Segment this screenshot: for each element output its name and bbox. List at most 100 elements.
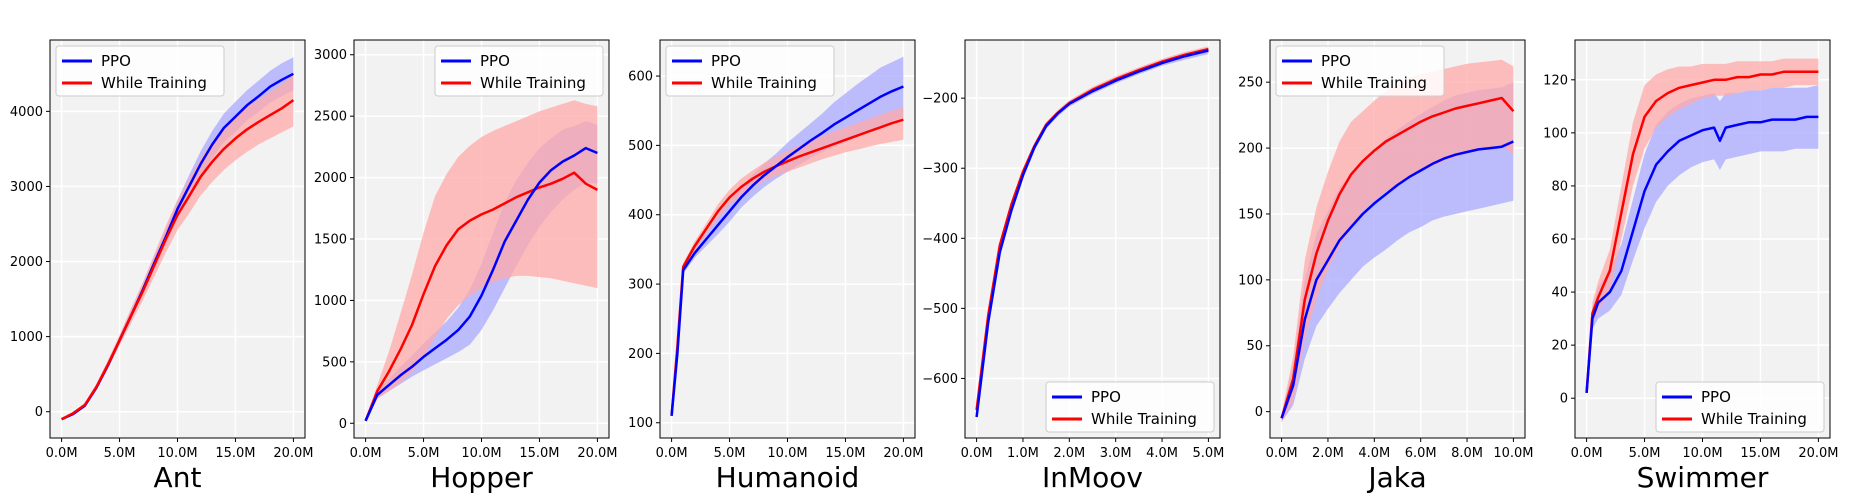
- panel-title: Ant: [154, 461, 202, 494]
- band-ppo: [1281, 82, 1514, 423]
- panel-inmoov: 0.0M 1.0M 2.0M 3.0M 4.0M 5.0M −600 −500 −400 −300…: [922, 39, 1224, 494]
- line-ppo: [1585, 115, 1819, 393]
- x-tick-label: 10.0M: [767, 446, 807, 461]
- legend: PPO While Training: [1655, 381, 1825, 433]
- legend-label-while_training: While Training: [101, 74, 207, 92]
- y-tick-label: 50: [1246, 339, 1263, 354]
- x-tick-label: 10.0M: [1493, 446, 1533, 461]
- y-tick-label: 60: [1551, 233, 1568, 248]
- x-tick-label: 10.0M: [1682, 446, 1722, 461]
- y-tick-label: 40: [1551, 286, 1568, 301]
- x-tick-label: 20.0M: [1798, 446, 1838, 461]
- legend-label-while_training: While Training: [1091, 410, 1197, 428]
- legend: PPO While Training: [55, 45, 225, 97]
- y-tick-label: 0: [35, 405, 43, 420]
- panel-title: Humanoid: [716, 461, 860, 494]
- x-tick-label: 20.0M: [883, 446, 923, 461]
- y-tick-label: 2000: [314, 171, 347, 186]
- legend-box: [665, 45, 835, 97]
- x-tick-label: 20.0M: [577, 446, 617, 461]
- x-tick-label: 15.0M: [215, 446, 255, 461]
- x-tick-label: 15.0M: [825, 446, 865, 461]
- panel-title: Hopper: [430, 461, 533, 494]
- line-ppo: [364, 146, 598, 422]
- legend-label-while_training: While Training: [480, 74, 586, 92]
- legend-box: [55, 45, 225, 97]
- y-tick-label: 150: [1238, 207, 1263, 222]
- y-tick-label: 120: [1543, 73, 1568, 88]
- y-tick-label: 250: [1238, 76, 1263, 91]
- band-while_training: [365, 100, 598, 421]
- legend-label-ppo: PPO: [1321, 52, 1351, 70]
- y-tick-label: 1500: [314, 233, 347, 248]
- x-tick-label: 3.0M: [1100, 446, 1132, 461]
- legend-label-ppo: PPO: [480, 52, 510, 70]
- panel-swimmer: 0.0M 5.0M 10.0M 15.0M 20.0M 0 20 40 60 80 100 120 Sw…: [1543, 39, 1838, 494]
- y-tick-label: −500: [922, 302, 958, 317]
- axes-frame: [964, 39, 1221, 439]
- panel-title: Swimmer: [1637, 461, 1769, 494]
- y-tick-label: 300: [628, 278, 653, 293]
- x-tick-label: 2.0M: [1053, 446, 1085, 461]
- y-tick-label: 100: [1238, 273, 1263, 288]
- x-tick-label: 15.0M: [519, 446, 559, 461]
- y-tick-label: −600: [922, 372, 958, 387]
- x-tick-label: 4.0M: [1146, 446, 1178, 461]
- panel-hopper: 0.0M 5.0M 10.0M 15.0M 20.0M 0 500 1000 1500 2000 2…: [314, 39, 617, 494]
- y-tick-label: 3000: [314, 48, 347, 63]
- legend-box: [434, 45, 604, 97]
- legend-box: [1045, 381, 1215, 433]
- x-tick-label: 10.0M: [461, 446, 501, 461]
- y-tick-label: 600: [628, 70, 653, 85]
- legend: PPO While Training: [434, 45, 604, 97]
- line-ppo: [975, 49, 1209, 418]
- y-tick-label: 100: [628, 416, 653, 431]
- y-tick-label: 1000: [314, 294, 347, 309]
- y-tick-label: 0: [1255, 405, 1263, 420]
- x-tick-label: 5.0M: [104, 446, 136, 461]
- panel-title: Jaka: [1366, 461, 1426, 494]
- x-tick-label: 0.0M: [1266, 446, 1298, 461]
- legend-label-while_training: While Training: [711, 74, 817, 92]
- x-tick-label: 8.0M: [1451, 446, 1483, 461]
- y-tick-label: 200: [1238, 142, 1263, 157]
- panel-ant: 0.0M 5.0M 10.0M 15.0M 20.0M 0 1000 2000 3000 4000…: [10, 39, 313, 494]
- y-tick-label: 2500: [314, 110, 347, 125]
- legend-label-ppo: PPO: [1701, 388, 1731, 406]
- x-tick-label: 0.0M: [350, 446, 382, 461]
- x-tick-label: 2.0M: [1312, 446, 1344, 461]
- y-tick-label: 0: [1560, 392, 1568, 407]
- band-ppo: [671, 56, 904, 416]
- legend-label-while_training: While Training: [1701, 410, 1807, 428]
- line-while_training: [364, 171, 598, 422]
- x-tick-label: 6.0M: [1405, 446, 1437, 461]
- x-tick-label: 5.0M: [408, 446, 440, 461]
- line-while_training: [670, 118, 904, 416]
- y-tick-label: 3000: [10, 180, 43, 195]
- legend-label-ppo: PPO: [1091, 388, 1121, 406]
- x-tick-label: 5.0M: [714, 446, 746, 461]
- legend-label-ppo: PPO: [101, 52, 131, 70]
- x-tick-label: 4.0M: [1358, 446, 1390, 461]
- band-while_training: [671, 107, 904, 416]
- band-while_training: [1281, 59, 1514, 423]
- panel-title: InMoov: [1042, 461, 1143, 494]
- legend-box: [1275, 45, 1445, 97]
- y-tick-label: 4000: [10, 105, 43, 120]
- band-while_training: [1586, 58, 1819, 393]
- x-tick-label: 0.0M: [1571, 446, 1603, 461]
- y-tick-label: −300: [922, 162, 958, 177]
- y-tick-label: −200: [922, 92, 958, 107]
- y-tick-label: −400: [922, 232, 958, 247]
- legend-label-ppo: PPO: [711, 52, 741, 70]
- x-tick-label: 10.0M: [157, 446, 197, 461]
- legend: PPO While Training: [1045, 381, 1215, 433]
- x-tick-label: 15.0M: [1740, 446, 1780, 461]
- legend: PPO While Training: [1275, 45, 1445, 97]
- y-tick-label: 1000: [10, 330, 43, 345]
- x-tick-label: 0.0M: [46, 446, 78, 461]
- legend-box: [1655, 381, 1825, 433]
- band-ppo: [1586, 85, 1819, 393]
- line-while_training: [1280, 96, 1515, 419]
